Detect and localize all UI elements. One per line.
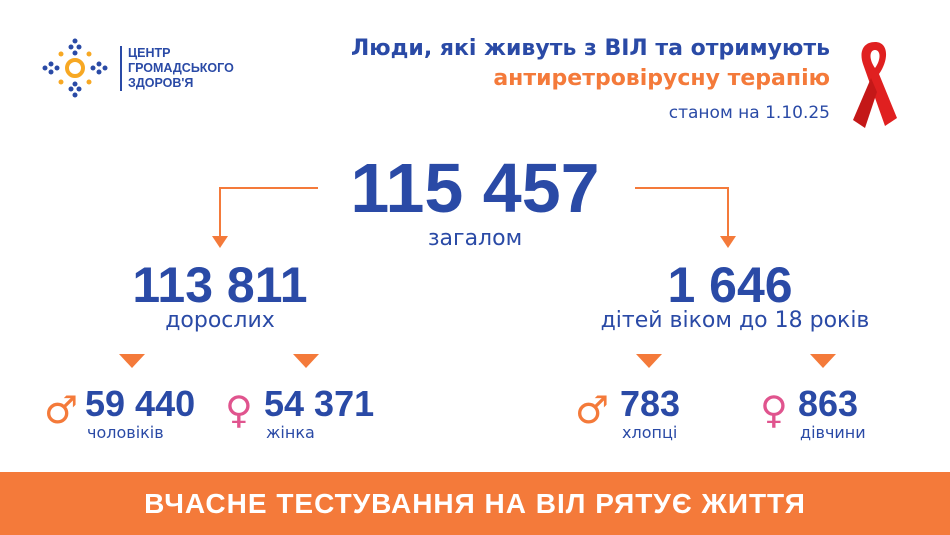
arrow-down-icon — [293, 354, 319, 368]
adults-value: 113 811 — [132, 257, 308, 313]
men-value: 59 440 — [85, 383, 196, 424]
women-value: 54 371 — [264, 383, 375, 424]
girls-label: дівчини — [800, 423, 866, 442]
boys-value: 783 — [620, 383, 681, 424]
arrow-down-icon — [636, 354, 662, 368]
adults-label: дорослих — [165, 308, 275, 333]
title-line1: Люди, які живуть з ВІЛ та отримують — [351, 36, 830, 61]
girls-value: 863 — [798, 383, 859, 424]
men-label: чоловіків — [87, 423, 164, 442]
title-line2: антиретровірусну терапію — [493, 66, 830, 91]
women-label: жінка — [266, 423, 315, 442]
red-ribbon-icon — [853, 42, 897, 128]
logo-mark — [42, 38, 108, 98]
total-label: загалом — [427, 226, 523, 251]
male-icon: ♂ — [44, 388, 79, 432]
arrow-down-icon — [119, 354, 145, 368]
logo-text: ЦЕНТР ГРОМАДСЬКОГО ЗДОРОВ'Я — [120, 46, 234, 91]
children-value: 1 646 — [667, 257, 793, 313]
logo-line: ЦЕНТР — [128, 46, 171, 60]
logo-line: ГРОМАДСЬКОГО — [128, 61, 234, 75]
arrow-down-icon — [810, 354, 836, 368]
bottom-banner: ВЧАСНЕ ТЕСТУВАННЯ НА ВІЛ РЯТУЄ ЖИТТЯ — [0, 472, 950, 535]
logo-line: ЗДОРОВ'Я — [128, 76, 194, 90]
date-label: станом на 1.10.25 — [668, 103, 830, 123]
male-icon: ♂ — [575, 388, 610, 432]
total-value: 115 457 — [350, 149, 600, 227]
split-arrows — [212, 187, 736, 248]
boys-label: хлопці — [622, 423, 678, 442]
female-icon: ♀ — [760, 388, 788, 432]
female-icon: ♀ — [225, 388, 253, 432]
children-label: дітей віком до 18 років — [600, 308, 870, 333]
